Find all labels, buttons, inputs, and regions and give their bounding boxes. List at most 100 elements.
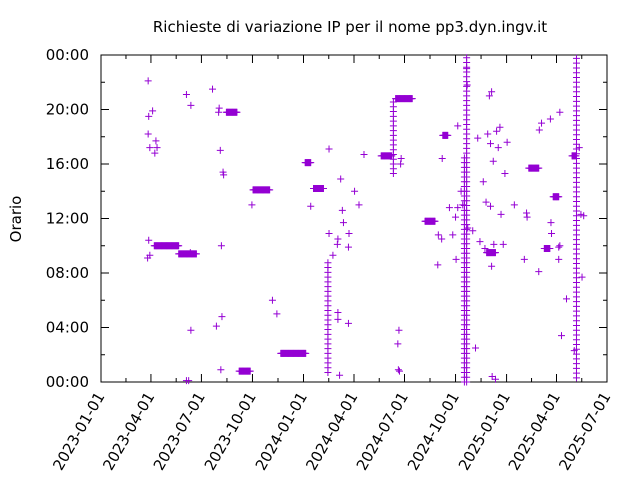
data-point — [463, 81, 471, 89]
data-point — [388, 152, 396, 160]
x-tick-label: 2024-01-01 — [252, 389, 311, 474]
data-point — [580, 212, 588, 220]
data-point — [496, 123, 504, 131]
data-point — [175, 242, 183, 250]
data-point — [302, 349, 310, 357]
data-point — [459, 201, 467, 209]
data-point — [145, 112, 153, 120]
data-point — [472, 344, 480, 352]
data-point — [266, 186, 274, 194]
x-tick-label: 2023-01-01 — [49, 389, 108, 474]
data-point — [485, 92, 493, 100]
data-point — [395, 367, 403, 375]
data-point — [463, 54, 471, 62]
data-point — [334, 315, 342, 323]
x-tick-label: 2024-07-01 — [353, 389, 412, 474]
data-point — [444, 131, 452, 139]
data-point — [325, 145, 333, 153]
data-point — [182, 91, 190, 99]
data-point — [535, 268, 543, 276]
data-point — [548, 229, 556, 237]
data-point — [408, 95, 416, 103]
data-point — [339, 219, 347, 227]
data-point — [248, 201, 256, 209]
data-point — [344, 243, 352, 251]
data-point — [555, 243, 563, 251]
data-point — [546, 244, 554, 252]
data-point — [469, 227, 477, 235]
data-point — [218, 313, 226, 321]
data-point — [572, 54, 580, 62]
data-point — [555, 255, 563, 263]
data-point — [490, 240, 498, 248]
data-point — [338, 206, 346, 214]
data-point — [520, 255, 528, 263]
data-point — [578, 273, 586, 281]
data-point — [494, 144, 502, 152]
data-point — [216, 146, 224, 154]
data-point — [491, 249, 499, 257]
data-point — [233, 108, 241, 116]
y-tick-label: 20:00 — [46, 101, 89, 119]
data-point — [464, 224, 472, 232]
y-tick-label: 04:00 — [46, 319, 89, 337]
data-point — [144, 254, 152, 262]
data-point — [389, 98, 397, 106]
data-point — [360, 150, 368, 158]
data-point — [434, 231, 442, 239]
data-point — [474, 134, 482, 142]
x-tick-label: 2024-10-01 — [404, 389, 463, 474]
data-point — [575, 144, 583, 152]
x-tick-label: 2023-07-01 — [150, 389, 209, 474]
plot-area: 00:0004:0008:0012:0016:0020:0000:002023-… — [46, 46, 615, 474]
data-point — [538, 119, 546, 127]
data-point — [215, 104, 223, 112]
data-point — [187, 326, 195, 334]
data-point — [523, 209, 531, 217]
data-point — [355, 201, 363, 209]
data-point — [149, 107, 157, 115]
data-point — [186, 249, 194, 257]
data-point — [454, 204, 462, 212]
data-point — [209, 85, 217, 93]
data-point — [445, 204, 453, 212]
data-point — [562, 295, 570, 303]
data-point — [431, 217, 439, 225]
data-point — [153, 144, 161, 152]
data-point — [452, 213, 460, 221]
y-tick-label: 08:00 — [46, 264, 89, 282]
data-point — [187, 101, 195, 109]
data-point — [486, 202, 494, 210]
data-point — [336, 371, 344, 379]
data-point — [246, 367, 254, 375]
data-point — [547, 219, 555, 227]
data-point — [486, 140, 494, 148]
data-point — [555, 193, 563, 201]
data-point — [546, 115, 554, 123]
data-point — [510, 201, 518, 209]
x-tick-label: 2023-04-01 — [99, 389, 158, 474]
data-point — [324, 264, 332, 272]
data-point — [329, 251, 337, 259]
data-point — [535, 126, 543, 134]
data-point — [397, 155, 405, 163]
data-point — [220, 171, 228, 179]
x-tick-label: 2025-04-01 — [505, 389, 564, 474]
data-point — [268, 296, 276, 304]
data-point — [454, 122, 462, 130]
data-point — [484, 130, 492, 138]
chart-title: Richieste di variazione IP per il nome p… — [153, 18, 547, 36]
data-point — [491, 375, 499, 383]
data-point — [151, 149, 159, 157]
x-tick-label: 2025-01-01 — [455, 389, 514, 474]
data-point — [482, 198, 490, 206]
data-point — [333, 240, 341, 248]
data-point — [493, 127, 501, 135]
data-point — [192, 250, 200, 258]
y-tick-label: 00:00 — [46, 46, 89, 64]
data-point — [185, 377, 193, 385]
data-point — [215, 108, 223, 116]
data-point — [394, 340, 402, 348]
x-tick-label: 2025-07-01 — [555, 389, 614, 474]
